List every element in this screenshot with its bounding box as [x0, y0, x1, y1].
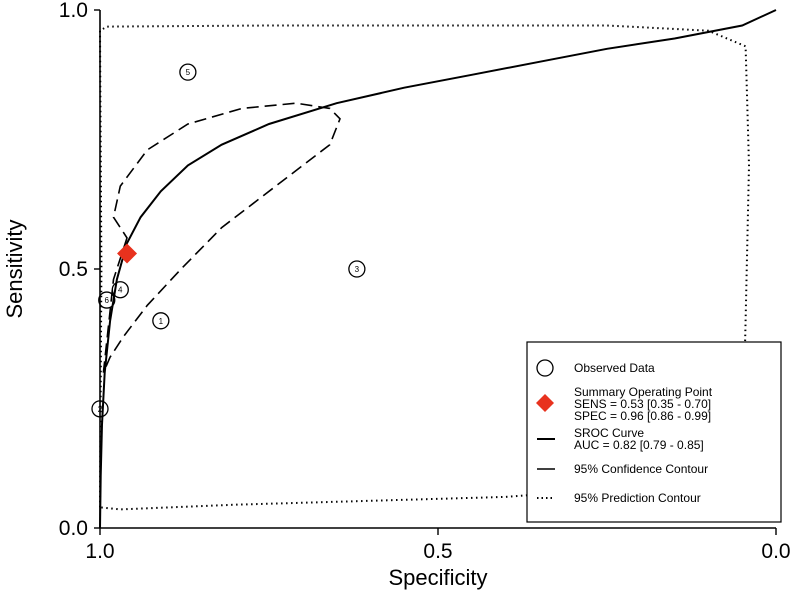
legend-sroc-auc: AUC = 0.82 [0.79 - 0.85]	[574, 438, 704, 452]
y-tick-label-0: 0.0	[59, 517, 88, 540]
observed-point-label-4: 4	[118, 286, 123, 295]
observed-data-points: 1 2 3 4 5 6	[91, 63, 366, 418]
summary-operating-point	[117, 243, 138, 264]
x-axis-title: Specificity	[388, 565, 487, 590]
observed-point-3	[348, 260, 366, 278]
y-tick-label-2: 1.0	[59, 0, 88, 22]
x-tick-label-2: 0.0	[761, 540, 790, 563]
legend-prediction-label: 95% Prediction Contour	[574, 491, 701, 505]
sroc-curve	[99, 9, 777, 529]
observed-point-2	[91, 400, 109, 418]
legend-summary-spec: SPEC = 0.96 [0.86 - 0.99]	[574, 409, 711, 423]
observed-point-label-5: 5	[186, 68, 191, 77]
observed-point-label-6: 6	[105, 296, 110, 305]
legend-sroc-title: SROC Curve	[574, 426, 644, 440]
y-tick-label-1: 0.5	[59, 258, 88, 281]
observed-point-4	[111, 281, 129, 299]
legend-observed-label: Observed Data	[574, 361, 655, 375]
plot-curves	[98, 9, 777, 529]
legend-summary-title: Summary Operating Point	[574, 385, 713, 399]
y-axis-title: Sensitivity	[2, 219, 27, 318]
legend-observed-icon	[536, 359, 554, 377]
x-tick-label-1: 0.5	[423, 540, 452, 563]
legend: Observed Data Summary Operating Point SE…	[526, 341, 782, 523]
observed-point-label-1: 1	[159, 317, 164, 326]
x-tick-label-0: 1.0	[85, 540, 114, 563]
confidence-contour	[102, 102, 341, 373]
observed-point-label-2: 2	[98, 405, 103, 414]
observed-point-5	[179, 63, 197, 81]
legend-summary-sens: SENS = 0.53 [0.35 - 0.70]	[574, 397, 711, 411]
observed-point-label-3: 3	[355, 265, 360, 274]
legend-summary-icon	[536, 394, 554, 412]
observed-point-6	[98, 291, 116, 309]
observed-point-1	[152, 312, 170, 330]
summary-point-group	[117, 243, 138, 264]
legend-confidence-label: 95% Confidence Contour	[574, 462, 708, 476]
legend-box	[526, 341, 782, 523]
